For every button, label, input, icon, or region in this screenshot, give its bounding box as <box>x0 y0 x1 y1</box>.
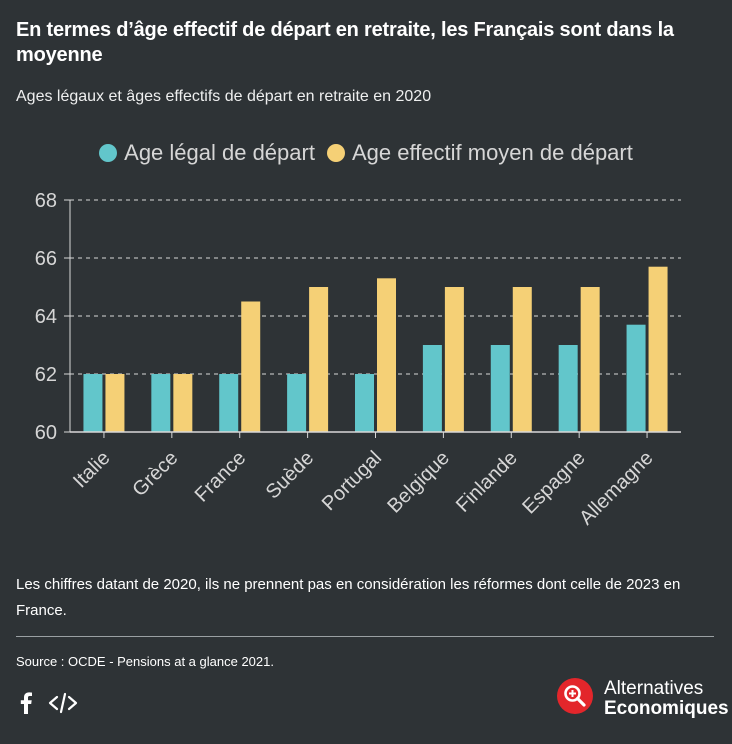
x-tick-label: Allemagne <box>575 447 657 529</box>
embed-code-icon[interactable] <box>48 692 78 714</box>
x-tick-label: Portugal <box>318 447 386 515</box>
bar-legal-italie[interactable] <box>83 374 103 432</box>
footer-divider <box>16 636 714 637</box>
y-tick-label: 60 <box>35 422 57 444</box>
x-tick-label: Finlande <box>452 447 522 517</box>
y-tick-label: 66 <box>35 248 57 270</box>
y-tick-label: 62 <box>35 364 57 386</box>
bar-effective-espagne[interactable] <box>580 287 600 432</box>
legend-marker-effective <box>326 144 345 162</box>
legend-label-legal: Age légal de départ <box>124 140 315 165</box>
bar-legal-portugal[interactable] <box>355 374 374 432</box>
x-tick-label: Espagne <box>518 447 589 518</box>
legend-item-effective[interactable]: Age effectif moyen de départ <box>326 140 633 166</box>
bar-effective-portugal[interactable] <box>377 278 396 432</box>
bar-legal-suède[interactable] <box>287 374 307 432</box>
x-tick-label: Suède <box>262 447 318 503</box>
bar-legal-grèce[interactable] <box>151 374 171 432</box>
bar-effective-allemagne[interactable] <box>648 266 668 432</box>
share-bar <box>20 692 78 714</box>
y-tick-label: 64 <box>35 306 57 328</box>
bar-legal-espagne[interactable] <box>558 345 578 432</box>
bar-legal-finlande[interactable] <box>490 345 510 432</box>
x-tick-label: Italie <box>69 447 114 492</box>
source-text: Source : OCDE - Pensions at a glance 202… <box>16 654 274 669</box>
legend-marker-legal <box>99 144 118 162</box>
bar-legal-belgique[interactable] <box>422 345 442 432</box>
bar-effective-france[interactable] <box>241 301 261 433</box>
legend-label-effective: Age effectif moyen de départ <box>351 140 633 165</box>
legend: Age légal de départ Age effectif moyen d… <box>0 140 732 166</box>
logo-line-2: Economiques <box>604 697 729 719</box>
chart-title: En termes d’âge effectif de départ en re… <box>16 19 674 66</box>
x-tick-label: Grèce <box>128 447 182 501</box>
x-tick-label: France <box>191 447 251 507</box>
bar-effective-belgique[interactable] <box>444 287 464 432</box>
magnifier-plus-icon <box>556 677 594 720</box>
bar-effective-finlande[interactable] <box>512 287 532 432</box>
facebook-icon[interactable] <box>20 692 32 714</box>
legend-item-legal[interactable]: Age légal de départ <box>99 140 315 166</box>
x-tick-label: Belgique <box>383 447 454 518</box>
logo-line-1: Alternatives <box>604 677 704 699</box>
footnote: Les chiffres datant de 2020, ils ne pren… <box>16 576 681 619</box>
chart-subtitle: Ages légaux et âges effectifs de départ … <box>16 88 432 105</box>
bar-effective-suède[interactable] <box>309 287 329 432</box>
bar-legal-france[interactable] <box>219 374 239 432</box>
publisher-logo[interactable]: Alternatives Economiques <box>556 677 729 720</box>
bar-legal-allemagne[interactable] <box>626 324 646 432</box>
bar-effective-grèce[interactable] <box>173 374 193 432</box>
y-tick-label: 68 <box>35 190 57 212</box>
bar-effective-italie[interactable] <box>105 374 125 432</box>
bar-chart: 60 62 64 66 68 Italie Grèce France Suède Portugal… <box>35 190 681 529</box>
